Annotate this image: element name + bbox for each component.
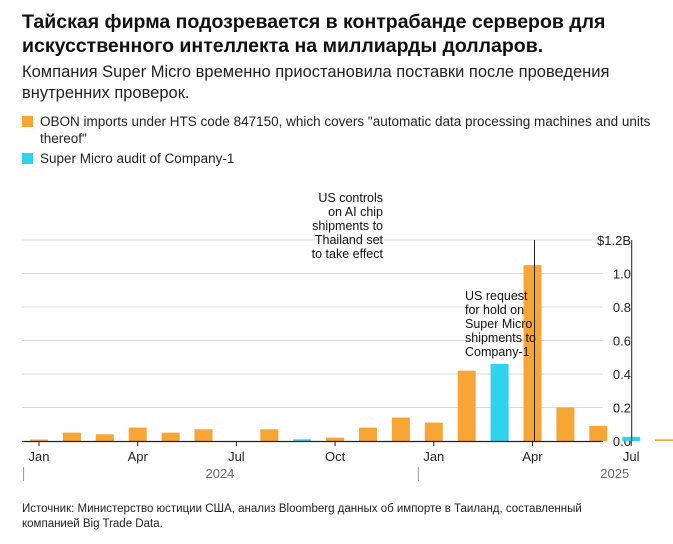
bar-obon xyxy=(457,370,476,441)
bar-obon xyxy=(359,427,377,441)
y-tick-label: 0.2 xyxy=(613,401,631,416)
annotation-text: Super Micro xyxy=(465,317,532,331)
y-tick-label: 0.6 xyxy=(613,334,631,349)
legend-swatch-cyan xyxy=(22,153,33,164)
bar-obon xyxy=(194,429,213,441)
annotation-text: for hold on xyxy=(465,303,524,317)
bar-obon xyxy=(424,422,443,441)
legend-item-obon: OBON imports under HTS code 847150, whic… xyxy=(22,113,662,147)
x-tick-label: Jul xyxy=(228,449,245,464)
bar-obon xyxy=(128,427,147,441)
annotation-text: shipments to xyxy=(465,331,536,345)
legend: OBON imports under HTS code 847150, whic… xyxy=(22,113,662,170)
x-tick-label: Jan xyxy=(29,449,50,464)
bar-obon xyxy=(523,265,542,441)
annotation-text: Company-1 xyxy=(465,345,530,359)
y-tick-label: 0.4 xyxy=(613,367,631,382)
bar-obon xyxy=(161,432,180,441)
source-note: Источник: Министерство юстиции США, анал… xyxy=(22,503,582,530)
annotation-text: to take effect xyxy=(312,247,384,261)
annotation-text: US request xyxy=(465,289,528,303)
year-label: 2025 xyxy=(600,466,629,481)
annotation-text: Thailand set xyxy=(315,233,384,247)
bar-obon xyxy=(556,407,575,441)
y-tick-label: $1.2B xyxy=(597,233,631,248)
bar-obon xyxy=(589,425,608,441)
annotation-text: US controls xyxy=(318,191,383,205)
bar-audit xyxy=(293,439,312,441)
x-tick-label: Oct xyxy=(325,449,346,464)
chart-subtitle: Компания Super Micro временно приостанов… xyxy=(22,63,610,102)
y-tick-label: 0.8 xyxy=(613,300,631,315)
chart-title: Тайская фирма подозревается в контрабанд… xyxy=(22,11,606,57)
y-tick-label: 0.0 xyxy=(613,434,631,449)
bar-obon xyxy=(30,439,48,441)
legend-swatch-orange xyxy=(22,116,33,127)
legend-item-audit: Super Micro audit of Company-1 xyxy=(22,150,662,167)
legend-label-audit: Super Micro audit of Company-1 xyxy=(40,151,235,166)
x-tick-label: Apr xyxy=(522,449,543,464)
bar-obon xyxy=(655,439,673,441)
year-label: 2024 xyxy=(205,466,234,481)
bar-obon xyxy=(95,434,114,441)
x-tick-label: Apr xyxy=(128,449,149,464)
legend-label-obon: OBON imports under HTS code 847150, whic… xyxy=(40,114,651,146)
annotation-text: on AI chip xyxy=(328,205,383,219)
x-tick-label: Jul xyxy=(623,449,640,464)
bar-obon xyxy=(391,417,410,441)
bar-obon xyxy=(326,437,345,441)
x-tick-label: Jan xyxy=(423,449,444,464)
annotation-text: shipments to xyxy=(312,219,383,233)
bar-obon xyxy=(62,432,81,441)
y-tick-label: 1.0 xyxy=(613,267,631,282)
bar-audit xyxy=(490,363,509,441)
bar-obon xyxy=(260,429,279,441)
